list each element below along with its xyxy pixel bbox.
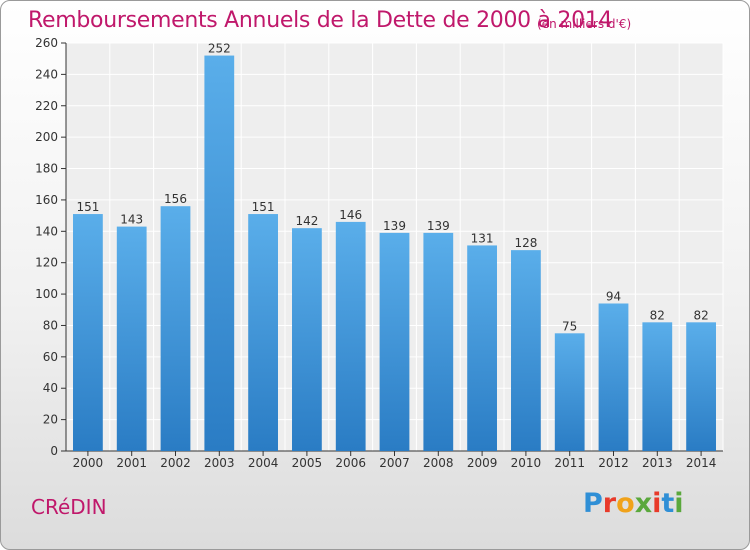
bar-2008 — [423, 232, 454, 451]
x-tick-label: 2002 — [160, 456, 191, 470]
y-tick-label: 260 — [35, 36, 58, 50]
y-tick-label: 80 — [43, 318, 58, 332]
data-label: 146 — [339, 208, 362, 222]
data-label: 82 — [650, 308, 665, 322]
bar-2005 — [292, 228, 322, 451]
data-label: 156 — [164, 192, 187, 206]
bar-2004 — [248, 214, 278, 451]
logo-letter: t — [661, 488, 675, 519]
axes: 0 20 40 60 80 100 120 140 160 180 200 220 240 260 2000… — [35, 36, 723, 470]
bar-2014 — [686, 322, 716, 451]
logo-letter: i — [652, 488, 662, 519]
y-tick-label: 160 — [35, 193, 58, 207]
data-label: 143 — [120, 213, 143, 227]
y-tick-label: 180 — [35, 162, 58, 176]
logo-letter: r — [602, 488, 617, 519]
y-tick-label: 60 — [43, 350, 58, 364]
data-labels: 151 143 156 252 151 142 146 139 139 131 128 75 94 82 8… — [76, 42, 708, 334]
proxiti-logo: Proxiti — [583, 488, 684, 519]
data-label: 151 — [252, 200, 275, 214]
bar-2002 — [160, 206, 191, 451]
x-tick-label: 2013 — [642, 456, 673, 470]
city-name: CRéDIN — [31, 495, 107, 519]
y-tick-label: 100 — [35, 287, 58, 301]
logo-letter: i — [674, 488, 684, 519]
x-tick-label: 2009 — [467, 456, 498, 470]
bar-2006 — [335, 221, 366, 451]
y-tick-label: 0 — [50, 444, 58, 458]
data-label: 75 — [562, 319, 577, 333]
bar-2012 — [598, 303, 629, 451]
data-label: 131 — [471, 231, 494, 245]
x-tick-label: 2014 — [686, 456, 717, 470]
x-tick-label: 2000 — [73, 456, 104, 470]
data-label: 94 — [606, 289, 621, 303]
data-label: 252 — [208, 42, 231, 56]
x-tick-label: 2001 — [116, 456, 147, 470]
bar-2000 — [73, 214, 103, 451]
bars — [73, 55, 716, 452]
unit-note: (en milliers d'€) — [537, 17, 632, 31]
x-tick-label: 2008 — [423, 456, 454, 470]
bar-2009 — [467, 245, 497, 451]
bar-2010 — [511, 250, 541, 451]
y-tick-label: 120 — [35, 256, 58, 270]
data-label: 139 — [383, 219, 406, 233]
logo-letter: P — [583, 488, 603, 519]
y-tick-label: 40 — [43, 381, 58, 395]
data-label: 139 — [427, 219, 450, 233]
bar-2001 — [116, 226, 147, 451]
x-tick-label: 2003 — [204, 456, 235, 470]
bar-2003 — [204, 55, 235, 452]
y-tick-label: 240 — [35, 67, 58, 81]
chart-title: Remboursements Annuels de la Dette de 20… — [28, 8, 613, 33]
x-tick-label: 2004 — [248, 456, 279, 470]
data-label: 151 — [76, 200, 99, 214]
x-tick-label: 2012 — [598, 456, 629, 470]
y-tick-label: 140 — [35, 224, 58, 238]
y-tick-label: 200 — [35, 130, 58, 144]
data-label: 142 — [295, 214, 318, 228]
x-tick-label: 2011 — [554, 456, 585, 470]
x-tick-label: 2010 — [511, 456, 542, 470]
bar-2007 — [379, 232, 410, 451]
data-label: 82 — [693, 308, 708, 322]
x-tick-label: 2007 — [379, 456, 410, 470]
logo-letter: o — [616, 488, 635, 519]
bar-2011 — [554, 333, 585, 451]
logo-letter: x — [634, 488, 653, 519]
y-tick-label: 220 — [35, 99, 58, 113]
y-tick-label: 20 — [43, 413, 58, 427]
x-tick-label: 2005 — [292, 456, 323, 470]
x-tick-label: 2006 — [335, 456, 366, 470]
data-label: 128 — [514, 236, 537, 250]
bar-2013 — [642, 322, 673, 451]
